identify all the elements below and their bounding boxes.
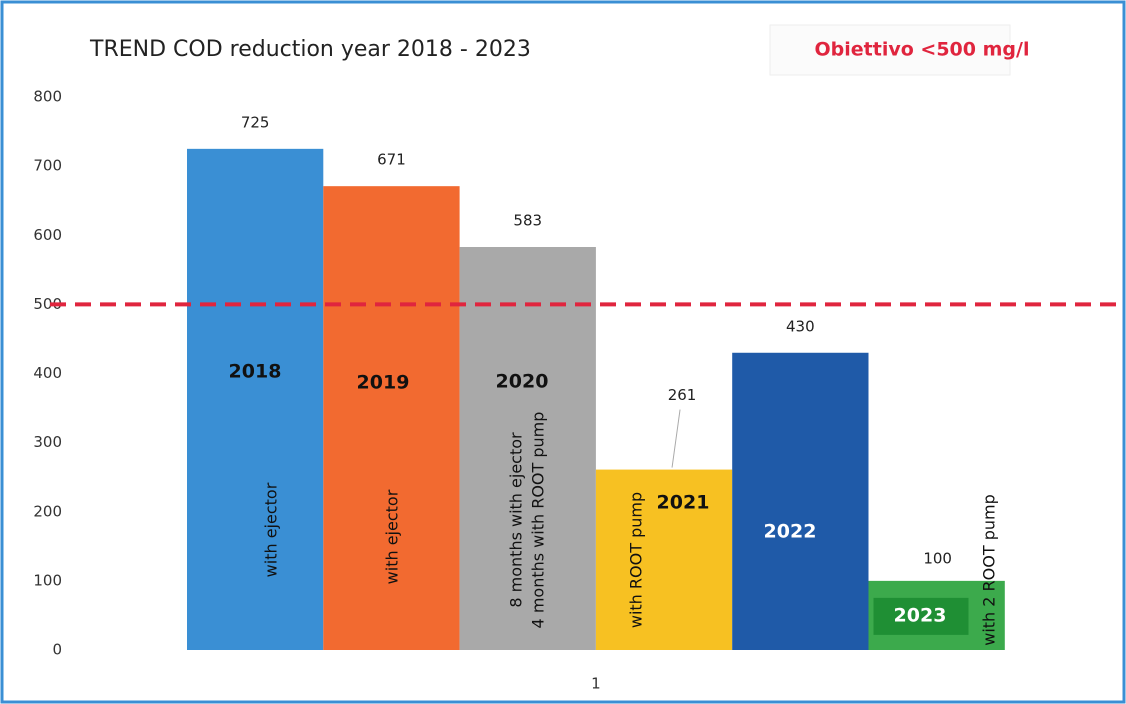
y-tick-label: 800 (33, 88, 62, 106)
value-label: 261 (668, 386, 697, 404)
series-label: 2018 (229, 361, 282, 383)
y-tick-label: 0 (52, 641, 62, 659)
bar-annotation: 8 months with ejector (507, 432, 526, 608)
bar (732, 352, 869, 650)
y-tick-label: 600 (33, 226, 62, 244)
value-label: 583 (513, 212, 542, 230)
bar (595, 469, 733, 650)
y-tick-label: 300 (33, 433, 62, 451)
y-tick-label: 500 (33, 295, 62, 313)
value-label: 100 (923, 549, 952, 567)
y-tick-label: 200 (33, 502, 62, 520)
series-label: 2021 (657, 492, 710, 514)
value-label: 430 (786, 317, 815, 335)
value-label: 671 (377, 151, 406, 169)
bar-annotation: with ejector (383, 489, 402, 584)
series-label: 2023 (894, 605, 947, 627)
bar (323, 186, 460, 650)
series-label: 2019 (357, 372, 410, 394)
y-tick-label: 100 (33, 571, 62, 589)
bar-highlight (873, 597, 969, 635)
y-tick-label: 400 (33, 364, 62, 382)
target-box (769, 24, 1011, 76)
target-label: Obiettivo <500 mg/l (815, 39, 1030, 61)
leader-line (671, 409, 681, 468)
series-label: 2022 (764, 521, 817, 543)
bar (187, 148, 324, 650)
value-label: 725 (241, 113, 270, 131)
series-label: 2020 (496, 371, 549, 393)
bar (459, 247, 596, 650)
y-tick-label: 700 (33, 157, 62, 175)
bar-annotation: with ejector (262, 482, 281, 577)
bar-annotation: with 2 ROOT pump (980, 494, 999, 646)
bar-annotation: 4 months with ROOT pump (529, 412, 548, 629)
x-tick-label: 1 (591, 675, 601, 693)
bar-annotation: with ROOT pump (627, 492, 646, 628)
chart-title: TREND COD reduction year 2018 - 2023 (89, 37, 531, 62)
